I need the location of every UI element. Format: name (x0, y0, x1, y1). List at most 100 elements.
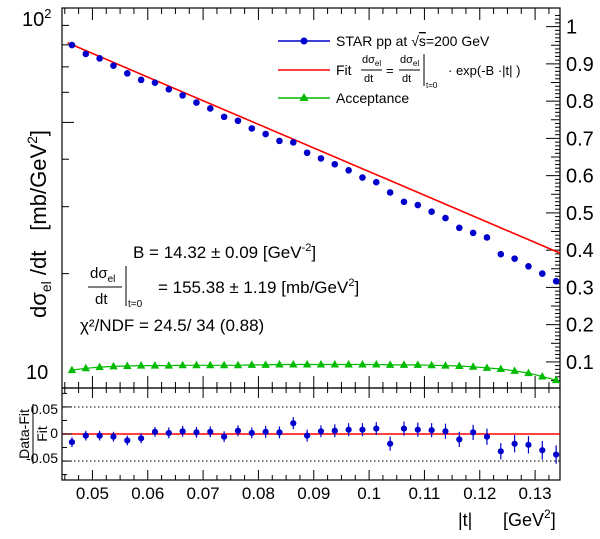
acceptance-point (206, 360, 215, 369)
residual-point (96, 432, 103, 439)
residual-point (165, 429, 172, 437)
data-point (220, 113, 228, 121)
residual-point (331, 427, 338, 434)
legend-fit-frac2-num: dσel (400, 54, 419, 68)
fit-curve-group (67, 42, 561, 254)
residual-point (68, 439, 76, 446)
residual-point (151, 428, 159, 435)
legend-star-label: STAR pp at √s=200 GeV (336, 33, 490, 49)
residual-y-label-num: Data-Fit (16, 409, 32, 459)
y-right-tick-label: 0.7 (566, 128, 594, 150)
residual-y-tick--0.05: -0.05 (26, 450, 58, 466)
y-right-tick-label: 0.6 (566, 166, 594, 188)
y-left-axis-label: dσel /dt[mb/GeV2] (24, 130, 54, 318)
acceptance-point (496, 364, 505, 372)
y-right-tick-label: 0.4 (566, 240, 594, 262)
y-right-tick-label: 0.9 (566, 54, 594, 76)
data-point (331, 160, 339, 168)
fit-curve (67, 42, 561, 254)
y-right-tick-label: 0.8 (566, 91, 594, 113)
data-point (400, 198, 408, 206)
data-point (428, 208, 435, 216)
data-point (137, 76, 145, 84)
residual-point (497, 448, 504, 455)
acceptance-point (316, 360, 326, 368)
residual-point (304, 432, 311, 439)
y-left-tick-label-100: 102 (22, 6, 51, 31)
data-point (525, 263, 532, 270)
acceptance-point (81, 363, 90, 372)
data-point (206, 105, 214, 112)
data-point (276, 137, 283, 145)
data-point (262, 130, 269, 138)
acceptance-point (372, 360, 381, 368)
data-point (497, 250, 505, 258)
residual-point (124, 437, 131, 444)
residual-point (276, 429, 283, 436)
data-point (193, 99, 200, 106)
x-tick-label: 0.08 (242, 484, 275, 503)
x-tick-labels: 0.05 0.06 0.07 0.08 0.09 0.1 0.11 0.12 0.13 (76, 484, 552, 503)
annotation-norm-eval-sub: t=0 (128, 299, 143, 310)
residual-y-label-den: Fit (34, 426, 50, 442)
x-tick-label: 0.13 (519, 484, 552, 503)
residual-point (345, 426, 352, 433)
x-tick-label: 0.06 (131, 484, 164, 503)
x-tick-label: 0.11 (409, 484, 441, 503)
data-point (179, 92, 186, 99)
residual-point (193, 429, 200, 436)
data-point (303, 149, 311, 157)
y-right-tick-label: 0.1 (566, 352, 594, 374)
x-axis-label-unit: [GeV2] (503, 507, 556, 530)
data-point (96, 55, 103, 62)
acceptance-point (344, 360, 353, 368)
acceptance-point (482, 363, 492, 371)
legend-fit-frac1-num: dσel (362, 54, 381, 68)
x-tick-label: 0.05 (76, 484, 109, 503)
acceptance-point (123, 361, 132, 370)
residual-point (138, 435, 145, 442)
acceptance-point (399, 360, 409, 368)
residual-point (82, 432, 89, 439)
legend-fit-eval-sub: t=0 (426, 81, 438, 90)
residual-point (359, 426, 366, 433)
residual-point (553, 451, 560, 458)
residual-point (290, 420, 297, 427)
residual-reference-lines (62, 406, 560, 462)
acceptance-point (289, 360, 298, 368)
y-right-tick-label: 1 (566, 17, 577, 39)
x-tick-label: 0.09 (297, 484, 330, 503)
acceptance-point (510, 366, 519, 374)
y-left-tick-label-10: 10 (26, 362, 48, 384)
residual-point (207, 428, 214, 435)
acceptance-point (109, 361, 118, 370)
y-right-tick-label: 0.5 (566, 203, 594, 225)
residual-point (387, 440, 394, 447)
data-point (386, 189, 394, 196)
y-right-tick-label: 0.2 (566, 315, 594, 337)
data-point (345, 167, 352, 174)
residual-point (483, 433, 491, 440)
annotation-norm-den: dt (95, 291, 108, 308)
acceptance-point (441, 361, 450, 369)
acceptance-point (219, 360, 229, 369)
residual-series (68, 417, 560, 464)
residual-point (414, 426, 421, 433)
residual-axis-ticks (62, 388, 550, 480)
acceptance-point (261, 360, 270, 368)
acceptance-point (233, 360, 243, 369)
data-point (414, 201, 422, 209)
y-right-tick-label: 0.3 (566, 277, 594, 299)
acceptance-point (538, 371, 547, 380)
annotation-norm-value: = 155.38 ± 1.19 [mb/GeV2] (158, 277, 359, 297)
legend: STAR pp at √s=200 GeV Fit dσel dt = dσel… (278, 33, 520, 106)
data-point (317, 155, 325, 162)
acceptance-point (247, 360, 256, 368)
data-point (68, 41, 76, 49)
residual-point (525, 441, 532, 448)
residual-point (373, 425, 380, 432)
residual-point (110, 433, 117, 440)
legend-fit-frac1-den: dt (364, 73, 373, 85)
data-point (483, 234, 491, 241)
acceptance-point (524, 368, 533, 377)
